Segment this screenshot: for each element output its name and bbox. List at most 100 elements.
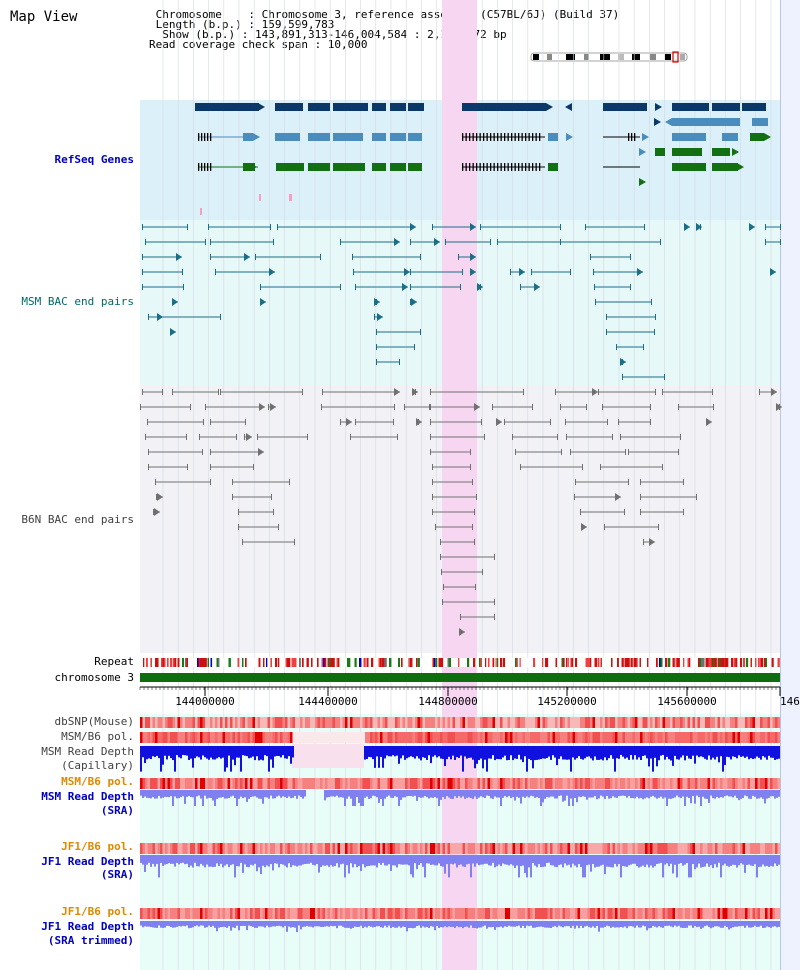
read-depth-bar — [620, 790, 622, 796]
polymorphism-cell — [190, 908, 193, 919]
bac-end-tick — [520, 464, 521, 470]
polymorphism-cell — [742, 843, 746, 854]
b6n-bac-label[interactable]: B6N BAC end pairs — [21, 513, 134, 526]
read-depth-bar — [236, 746, 238, 758]
read-depth-bar — [198, 790, 200, 796]
read-depth-bar — [272, 855, 274, 871]
read-depth-bar — [486, 790, 488, 796]
polymorphism-cell — [737, 908, 741, 919]
read-depth-bar — [692, 746, 694, 756]
read-depth-bar — [196, 921, 198, 926]
read-depth-bar — [522, 921, 524, 926]
gene-exon — [712, 148, 730, 156]
gene-exon-tick — [511, 163, 513, 171]
read-depth-bar — [252, 921, 254, 927]
msm-bac-label[interactable]: MSM BAC end pairs — [21, 295, 134, 308]
repeat-element — [587, 658, 589, 667]
polymorphism-cell — [455, 732, 458, 743]
polymorphism-cell — [175, 717, 178, 728]
read-depth-bar — [756, 746, 758, 757]
polymorphism-cell — [305, 732, 308, 743]
polymorphism-cell — [397, 778, 401, 789]
polymorphism-cell — [260, 778, 263, 789]
repeat-element — [515, 658, 517, 667]
read-depth-bar — [682, 855, 684, 866]
read-depth-bar — [418, 855, 420, 866]
read-depth-bar — [702, 790, 704, 797]
bac-end-tick — [172, 389, 173, 395]
read-depth-bar — [528, 790, 530, 798]
read-depth-bar — [296, 790, 298, 799]
polymorphism-cell — [352, 778, 356, 789]
polymorphism-cell — [452, 908, 456, 919]
refseq-genes-label[interactable]: RefSeq Genes — [54, 153, 134, 166]
polymorphism-cell — [642, 732, 646, 743]
read-depth-bar — [614, 921, 616, 928]
read-depth-bar — [558, 855, 560, 865]
polymorphism-cell — [462, 717, 466, 728]
read-depth-bar — [722, 921, 724, 928]
read-depth-bar — [542, 746, 544, 759]
polymorphism-cell — [392, 778, 396, 789]
read-depth-bar — [334, 921, 336, 927]
refseq-genes-track[interactable] — [195, 103, 771, 215]
read-depth-bar — [594, 921, 596, 928]
read-depth-bar — [140, 855, 142, 863]
read-depth-bar — [612, 746, 614, 759]
polymorphism-cell — [567, 843, 571, 854]
polymorphism-cell — [640, 732, 643, 743]
polymorphism-cell — [160, 717, 163, 728]
chromosome-ideogram[interactable] — [530, 51, 688, 63]
repeat-element — [228, 658, 231, 667]
repeat-element — [659, 658, 661, 667]
read-depth-bar — [584, 921, 586, 927]
polymorphism-cell — [257, 732, 261, 743]
read-depth-bar — [440, 746, 442, 759]
read-depth-bar — [432, 790, 434, 798]
read-depth-bar — [226, 746, 228, 768]
read-depth-bar — [402, 790, 404, 798]
bac-end-tick — [376, 329, 377, 335]
polymorphism-cell — [380, 778, 383, 789]
read-depth-bar — [698, 746, 700, 758]
read-depth-bar — [510, 855, 512, 865]
read-depth-bar — [630, 921, 632, 927]
read-depth-bar — [754, 746, 756, 759]
bac-end-tick — [474, 509, 475, 515]
repeat-element — [740, 658, 743, 667]
polymorphism-cell — [267, 732, 271, 743]
repeat-element — [617, 658, 619, 667]
polymorphism-cell — [602, 843, 606, 854]
gene-exon-tick — [500, 133, 502, 141]
read-depth-bar — [164, 921, 166, 928]
read-depth-bar — [408, 746, 410, 758]
read-depth-bar — [358, 921, 360, 927]
read-depth-bar — [276, 855, 278, 864]
bac-end-tick — [560, 224, 561, 230]
read-depth-bar — [728, 746, 730, 758]
read-depth-bar — [392, 746, 394, 756]
polymorphism-cell — [255, 778, 258, 789]
polymorphism-cell — [772, 843, 776, 854]
repeat-element — [597, 658, 600, 667]
polymorphism-cell — [407, 843, 411, 854]
read-depth-bar — [442, 855, 444, 867]
read-depth-bar — [290, 855, 292, 868]
polymorphism-cell — [155, 717, 158, 728]
polymorphism-cell — [630, 843, 633, 854]
repeat-track[interactable] — [140, 658, 780, 667]
read-depth-bar — [260, 921, 262, 927]
msm-bac-track[interactable] — [142, 223, 781, 380]
read-depth-bar — [590, 855, 592, 872]
read-depth-bar — [758, 746, 760, 758]
polymorphism-cell — [407, 908, 411, 919]
read-depth-bar — [378, 921, 380, 927]
polymorphism-cell — [207, 908, 211, 919]
polymorphism-cell — [315, 843, 318, 854]
polymorphism-cell — [197, 732, 201, 743]
repeat-element — [485, 658, 487, 667]
b6n-bac-track[interactable] — [140, 388, 782, 636]
read-depth-bar — [694, 746, 696, 764]
read-depth-bar — [156, 855, 158, 864]
